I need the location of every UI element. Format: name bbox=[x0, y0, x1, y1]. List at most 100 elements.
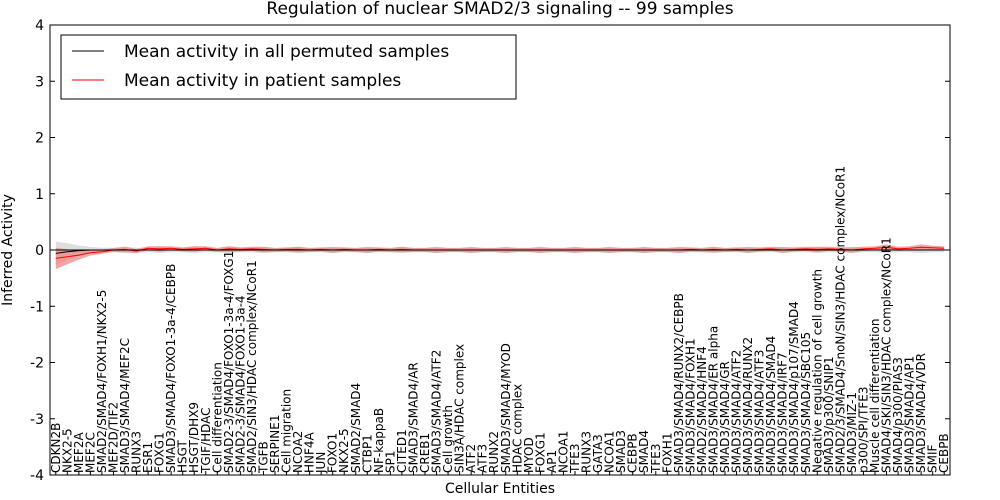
x-tick-label: RUNX3 bbox=[580, 431, 594, 473]
y-tick-label: -1 bbox=[30, 299, 44, 315]
x-tick-label: SMAD3/SMAD4/SMAD4 bbox=[764, 336, 778, 473]
x-tick-label: Negative regulation of cell growth bbox=[810, 269, 824, 473]
x-tick-label: CDKN2B bbox=[49, 423, 63, 473]
y-tick-label: -3 bbox=[30, 412, 44, 428]
x-tick-label: AP1 bbox=[545, 450, 559, 473]
legend: Mean activity in all permuted samples Me… bbox=[60, 34, 517, 100]
x-tick-label: SMAD4/SKI/SIN3/HDAC complex/NCoR1 bbox=[880, 237, 894, 473]
x-tick-label: Cell differentiation bbox=[210, 362, 224, 473]
y-tick-label: -4 bbox=[30, 468, 44, 484]
x-tick-label: TFE3 bbox=[649, 444, 663, 474]
x-axis-label: Cellular Entities bbox=[445, 481, 555, 497]
x-tick-label: SMAD3/SMAD4/MEF2C bbox=[118, 338, 132, 473]
x-tick-label: CTBP1 bbox=[360, 434, 374, 473]
y-tick-label: 3 bbox=[35, 74, 44, 90]
legend-label-permuted: Mean activity in all permuted samples bbox=[124, 42, 449, 62]
y-tick-label: 2 bbox=[35, 131, 44, 147]
x-tick-label: HSGT bbox=[176, 439, 190, 473]
x-tick-label: TGIF/HDAC bbox=[199, 407, 213, 474]
x-tick-label: SMAD3/SMAD4/AR bbox=[407, 362, 421, 473]
x-tick-label: SMAD2/SMAD4/FOXH1/NKX2-5 bbox=[95, 290, 109, 473]
x-tick-label: HNF4A bbox=[303, 431, 317, 473]
x-tick-label: SMAD3/SMAD4/FOXO1-3a-4/CEBPB bbox=[164, 264, 178, 473]
x-axis: CDKN2BNKX2-5MEF2AMEF2CSMAD2/SMAD4/FOXH1/… bbox=[49, 166, 951, 475]
x-tick-label: CITED1 bbox=[395, 429, 409, 473]
x-tick-label: CEBPB bbox=[626, 433, 640, 473]
y-tick-label: -2 bbox=[30, 356, 44, 372]
x-tick-label: RUNX2 bbox=[487, 431, 501, 473]
x-tick-label: MEF2A bbox=[72, 432, 86, 473]
x-tick-label: Cell migration bbox=[280, 389, 294, 473]
x-tick-label: NKX2-5 bbox=[337, 428, 351, 473]
x-tick-label: ATF2 bbox=[464, 444, 478, 473]
x-tick-label: SMAD2-3/SMAD4/FOXO1-3a-4/FOXG1 bbox=[222, 251, 236, 473]
x-tick-label: SMIF bbox=[926, 444, 940, 473]
x-tick-label: SMAD3/SMAD4/ATF2 bbox=[430, 350, 444, 473]
x-tick-label: SMAD2/3/SMAD4/SnoN/SIN3/HDAC complex/NCo… bbox=[833, 166, 847, 473]
x-tick-label: p300/SPI/TFE3 bbox=[857, 387, 871, 473]
x-tick-label: SMAD3/SMAD4/ATF2 bbox=[730, 350, 744, 473]
plot-frame bbox=[49, 24, 951, 476]
x-tick-label: SMAD2/SMAD4/HNF4 bbox=[695, 346, 709, 473]
x-tick-label: SMAD3/SMAD4/IRF7 bbox=[776, 352, 790, 473]
y-tick-label: 0 bbox=[35, 243, 44, 259]
x-tick-label: CREB1 bbox=[418, 433, 432, 473]
x-tick-label: JUN bbox=[314, 452, 328, 474]
x-tick-label: FOXO1 bbox=[326, 433, 340, 473]
x-tick-label: SMAD3/SMAD4/SBC105 bbox=[799, 332, 813, 473]
x-tick-label: Muscle cell differentiation bbox=[868, 319, 882, 473]
x-tick-label: SMAD3/SMAD4/GR bbox=[718, 361, 732, 473]
x-tick-label: HDAC complex bbox=[510, 384, 524, 473]
x-tick-label: SMAD4/p300/PIAS3 bbox=[891, 357, 905, 473]
x-tick-label: ATF3 bbox=[476, 444, 490, 473]
x-tick-label: NCOA1 bbox=[557, 431, 571, 473]
x-tick-label: CEBPB bbox=[937, 433, 951, 473]
permuted-band bbox=[55, 241, 945, 266]
x-tick-label: SMAD3/SMAD4/RUNX2 bbox=[741, 337, 755, 473]
x-tick-label: SIN3A/HDAC complex bbox=[453, 344, 467, 473]
x-tick-label: TGFB bbox=[257, 441, 271, 474]
x-tick-label: SMAD3/SMAD4/AP1 bbox=[903, 356, 917, 473]
x-tick-label: SMAD3/MIZ-1 bbox=[845, 392, 859, 473]
x-tick-label: FOXH1 bbox=[660, 433, 674, 473]
y-tick-label: 1 bbox=[35, 187, 44, 203]
x-tick-label: HSGT/DHX9 bbox=[187, 402, 201, 473]
x-tick-label: SMAD3 bbox=[614, 430, 628, 473]
x-tick-label: SMAD3/SMAD4/ATF3 bbox=[753, 350, 767, 473]
y-axis-label: Inferred Activity bbox=[0, 194, 16, 306]
legend-label-patient: Mean activity in patient samples bbox=[124, 71, 401, 91]
x-tick-label: NF-kappaB bbox=[372, 408, 386, 473]
x-tick-label: SMAD3/SMAD4/RUNX2/CEBPB bbox=[672, 293, 686, 473]
x-tick-label: SMAD3/p300/SNIP1 bbox=[822, 356, 836, 473]
x-tick-label: SMAD4 bbox=[637, 430, 651, 473]
x-tick-label: NCOA1 bbox=[603, 431, 617, 473]
x-tick-label: SMAD3/SMAD4/MYOD bbox=[499, 343, 513, 473]
y-axis: -4 -3 -2 -1 0 1 2 3 4 bbox=[30, 18, 950, 484]
x-tick-label: SMAD2/SIN3/HDAC complex/NCoR1 bbox=[245, 260, 259, 473]
x-tick-label: FOXG1 bbox=[153, 432, 167, 473]
x-tick-label: SMAD3/SMAD4/ER alpha bbox=[707, 326, 721, 473]
x-tick-label: Cell growth bbox=[441, 405, 455, 473]
x-tick-label: SERPINE1 bbox=[268, 414, 282, 473]
x-tick-label: MEF2C bbox=[83, 432, 97, 473]
x-tick-label: SMAD3/SMAD4/p107/SMAD4 bbox=[787, 301, 801, 473]
x-tick-label: ESR1 bbox=[141, 442, 155, 473]
x-tick-label: SMAD3/SMAD4/FOXH1 bbox=[683, 338, 697, 473]
x-tick-label: SP1 bbox=[383, 451, 397, 474]
x-tick-label: FOXG1 bbox=[533, 432, 547, 473]
x-tick-label: RUNX3 bbox=[130, 431, 144, 473]
y-tick-label: 4 bbox=[35, 18, 44, 34]
x-tick-label: NKX2-5 bbox=[60, 428, 74, 473]
confidence-bands bbox=[55, 241, 945, 270]
legend-box bbox=[60, 34, 517, 100]
x-tick-label: MYOD bbox=[522, 437, 536, 473]
x-tick-label: SMAD2/SMAD4 bbox=[349, 383, 363, 473]
x-tick-label: TFE3 bbox=[568, 444, 582, 474]
x-tick-label: SMAD2-3/SMAD4/FOXO1-3a-4 bbox=[233, 295, 247, 473]
x-tick-label: SMAD3/SMAD4/VDR bbox=[914, 353, 928, 473]
x-tick-label: MEF2D/TIF2 bbox=[107, 402, 121, 473]
x-tick-label: NCOA2 bbox=[291, 431, 305, 473]
chart-title: Regulation of nuclear SMAD2/3 signaling … bbox=[266, 0, 733, 19]
x-tick-label: GATA3 bbox=[591, 434, 605, 473]
